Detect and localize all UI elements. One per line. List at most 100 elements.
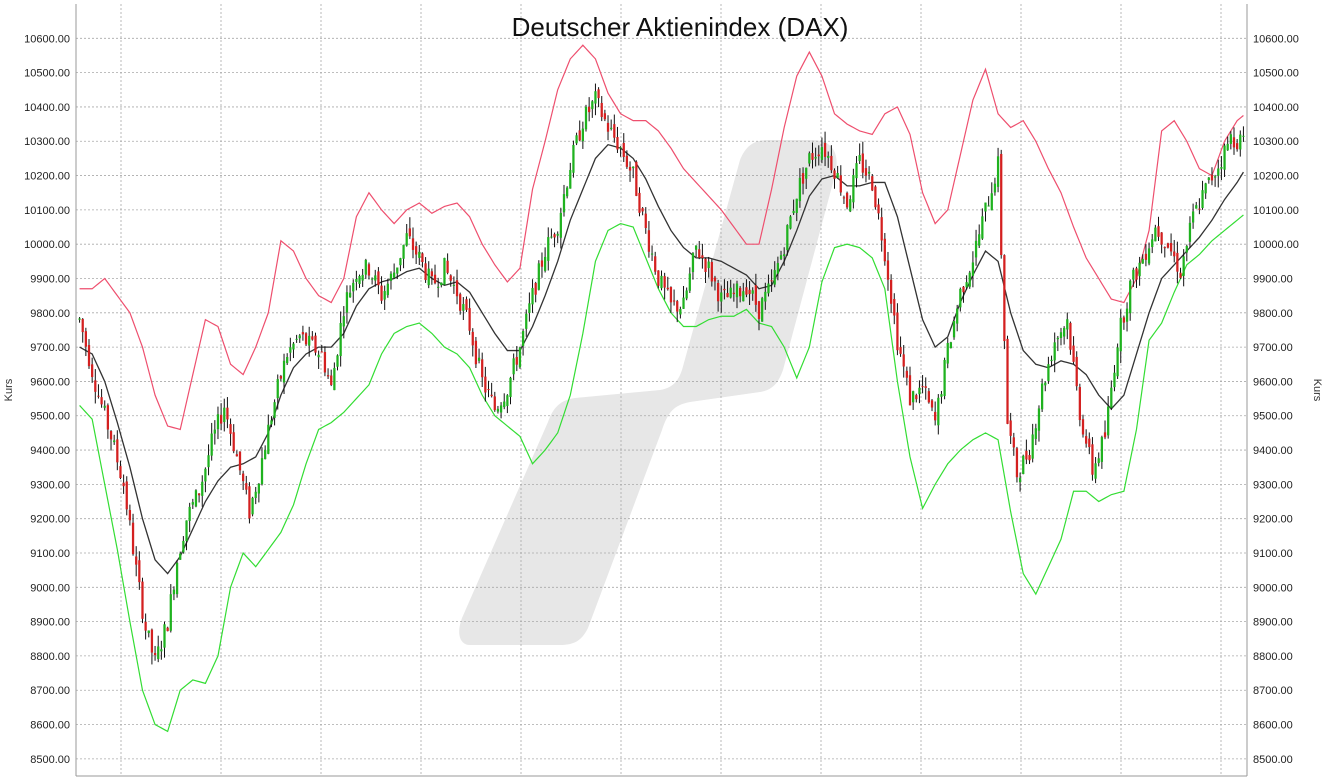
candle-up (386, 283, 389, 296)
candle-up (188, 506, 191, 521)
candle-up (779, 255, 783, 260)
candle-down (1003, 255, 1006, 342)
candle-down (713, 277, 717, 282)
candle-up (852, 175, 855, 203)
candle-down (600, 102, 603, 118)
candle-down (830, 155, 833, 171)
candle-up (584, 106, 588, 130)
candle-up (405, 233, 408, 246)
candle-up (364, 259, 367, 275)
candle-up (1034, 428, 1037, 439)
candle-down (934, 411, 937, 421)
candle-down (534, 283, 537, 295)
candle-down (320, 351, 323, 353)
candle-down (421, 253, 424, 263)
candle-down (84, 331, 87, 347)
candle-down (326, 375, 330, 377)
candle-up (257, 483, 261, 494)
candle-up (543, 256, 547, 271)
candle-up (556, 233, 559, 236)
candle-down (515, 356, 518, 365)
candle-down (698, 249, 701, 258)
candle-up (182, 540, 185, 553)
y-tick-label-right: 10200.00 (1253, 171, 1299, 183)
candle-up (103, 405, 106, 408)
candle-up (427, 268, 430, 286)
candle-up (336, 355, 339, 367)
candle-down (235, 454, 238, 457)
candle-down (748, 289, 751, 295)
candle-up (1116, 347, 1119, 377)
candle-up (650, 253, 654, 255)
y-tick-label-right: 10600.00 (1253, 33, 1299, 45)
candlesticks (78, 83, 1245, 665)
candle-down (153, 652, 157, 656)
candle-down (493, 396, 496, 411)
candle-up (179, 553, 182, 560)
y-tick-label-left: 8600.00 (30, 720, 70, 732)
y-tick-label-right: 9200.00 (1253, 514, 1293, 526)
candle-down (1091, 444, 1094, 475)
candle-up (1094, 463, 1097, 479)
candle-down (1166, 243, 1170, 248)
candle-down (1012, 437, 1015, 448)
candle-up (1107, 406, 1110, 436)
candle-down (490, 394, 493, 397)
candle-down (732, 292, 735, 295)
y-tick-label-left: 10300.00 (24, 136, 70, 148)
y-tick-label-left: 8700.00 (30, 685, 70, 697)
candle-down (248, 486, 251, 519)
y-tick-label-right: 10400.00 (1253, 102, 1299, 114)
y-tick-label-right: 9800.00 (1253, 308, 1293, 320)
candle-up (937, 397, 940, 426)
candle-down (459, 294, 462, 311)
candle-up (1182, 256, 1185, 276)
candle-down (801, 173, 805, 184)
candle-up (276, 379, 279, 399)
candle-up (918, 387, 921, 395)
candle-down (245, 483, 248, 490)
candle-down (921, 386, 924, 388)
candle-down (676, 301, 679, 312)
candle-down (745, 287, 748, 295)
candle-down (97, 395, 100, 397)
y-tick-label-right: 9700.00 (1253, 342, 1293, 354)
candle-up (213, 429, 216, 434)
candle-down (1232, 137, 1236, 148)
candle-up (1138, 262, 1141, 277)
candle-up (496, 408, 500, 412)
candle-down (1015, 448, 1019, 478)
candle-up (993, 183, 997, 193)
candle-up (113, 440, 116, 443)
candle-down (886, 260, 890, 280)
candle-up (503, 401, 506, 408)
candle-up (1044, 382, 1047, 386)
y-tick-label-right: 10100.00 (1253, 205, 1299, 217)
candle-down (647, 230, 651, 252)
candle-up (160, 649, 163, 652)
candle-down (817, 154, 820, 157)
y-tick-label-left: 8500.00 (30, 754, 70, 766)
y-tick-label-left: 9700.00 (30, 342, 70, 354)
candle-down (487, 389, 490, 391)
candle-up (1066, 319, 1069, 330)
candle-down (106, 405, 110, 430)
candle-down (166, 627, 169, 632)
candle-up (1053, 342, 1056, 361)
candle-down (1103, 432, 1107, 438)
candle-down (1198, 208, 1201, 210)
y-tick-label-right: 8500.00 (1253, 754, 1293, 766)
candle-down (330, 375, 333, 385)
candle-up (981, 216, 984, 239)
candle-up (506, 395, 509, 406)
candle-up (1047, 364, 1050, 381)
candle-down (663, 276, 666, 288)
candle-down (411, 238, 415, 250)
candle-down (484, 376, 487, 393)
candle-down (1009, 420, 1012, 436)
candle-down (908, 375, 912, 406)
candle-up (1113, 372, 1116, 388)
candle-down (424, 263, 427, 281)
y-tick-label-left: 9600.00 (30, 376, 70, 388)
